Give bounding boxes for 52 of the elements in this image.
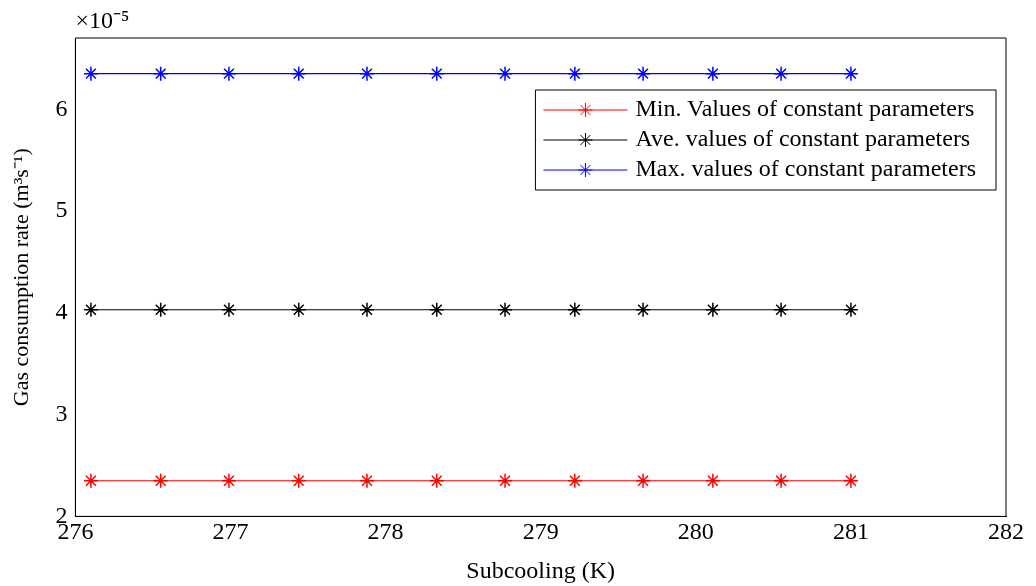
point <box>567 65 583 82</box>
point <box>843 302 859 318</box>
point <box>635 65 651 82</box>
point <box>359 65 375 82</box>
point <box>290 65 307 82</box>
x-tick-label: 282 <box>988 518 1024 545</box>
point <box>705 473 721 489</box>
point <box>705 65 721 82</box>
point <box>705 302 721 318</box>
y-tick-label: 4 <box>55 298 68 325</box>
point <box>429 473 445 489</box>
point <box>290 473 307 489</box>
point <box>152 302 169 318</box>
point <box>221 473 237 489</box>
point <box>567 473 583 489</box>
point <box>152 473 169 489</box>
y-tick-label: 5 <box>55 196 68 223</box>
point <box>773 473 789 489</box>
x-tick-label: 278 <box>367 518 404 545</box>
point <box>567 302 583 318</box>
point <box>221 65 237 82</box>
point <box>83 302 99 318</box>
point <box>429 302 445 318</box>
point <box>773 302 789 318</box>
point <box>635 473 651 489</box>
point <box>843 473 859 489</box>
y-tick-label: 6 <box>55 94 68 121</box>
legend-label: Max. values of constant parameters <box>635 155 976 182</box>
x-tick-label: 277 <box>212 518 249 545</box>
point <box>83 65 99 82</box>
text: ×10⁻⁵ <box>75 7 130 34</box>
x-tick-label: 279 <box>522 518 559 545</box>
legend-label: Ave. values of constant parameters <box>635 125 971 152</box>
point <box>359 473 375 489</box>
point <box>152 65 169 82</box>
point <box>773 65 789 82</box>
point <box>635 302 651 318</box>
point <box>497 473 513 489</box>
x-tick-label: 280 <box>677 518 714 545</box>
y-tick-label: 3 <box>55 399 68 426</box>
point <box>221 302 237 318</box>
point <box>497 302 513 318</box>
point <box>290 302 307 318</box>
point <box>359 302 375 318</box>
x-axis-title: Subcooling (K) <box>466 556 616 583</box>
legend-label: Min. Values of constant parameters <box>635 95 975 122</box>
point <box>429 65 445 82</box>
point <box>83 473 99 489</box>
y-axis-title: Gas consumption rate (m³s⁻¹) <box>7 148 33 407</box>
point <box>843 65 859 82</box>
point <box>497 65 513 82</box>
x-tick-label: 281 <box>832 518 869 545</box>
